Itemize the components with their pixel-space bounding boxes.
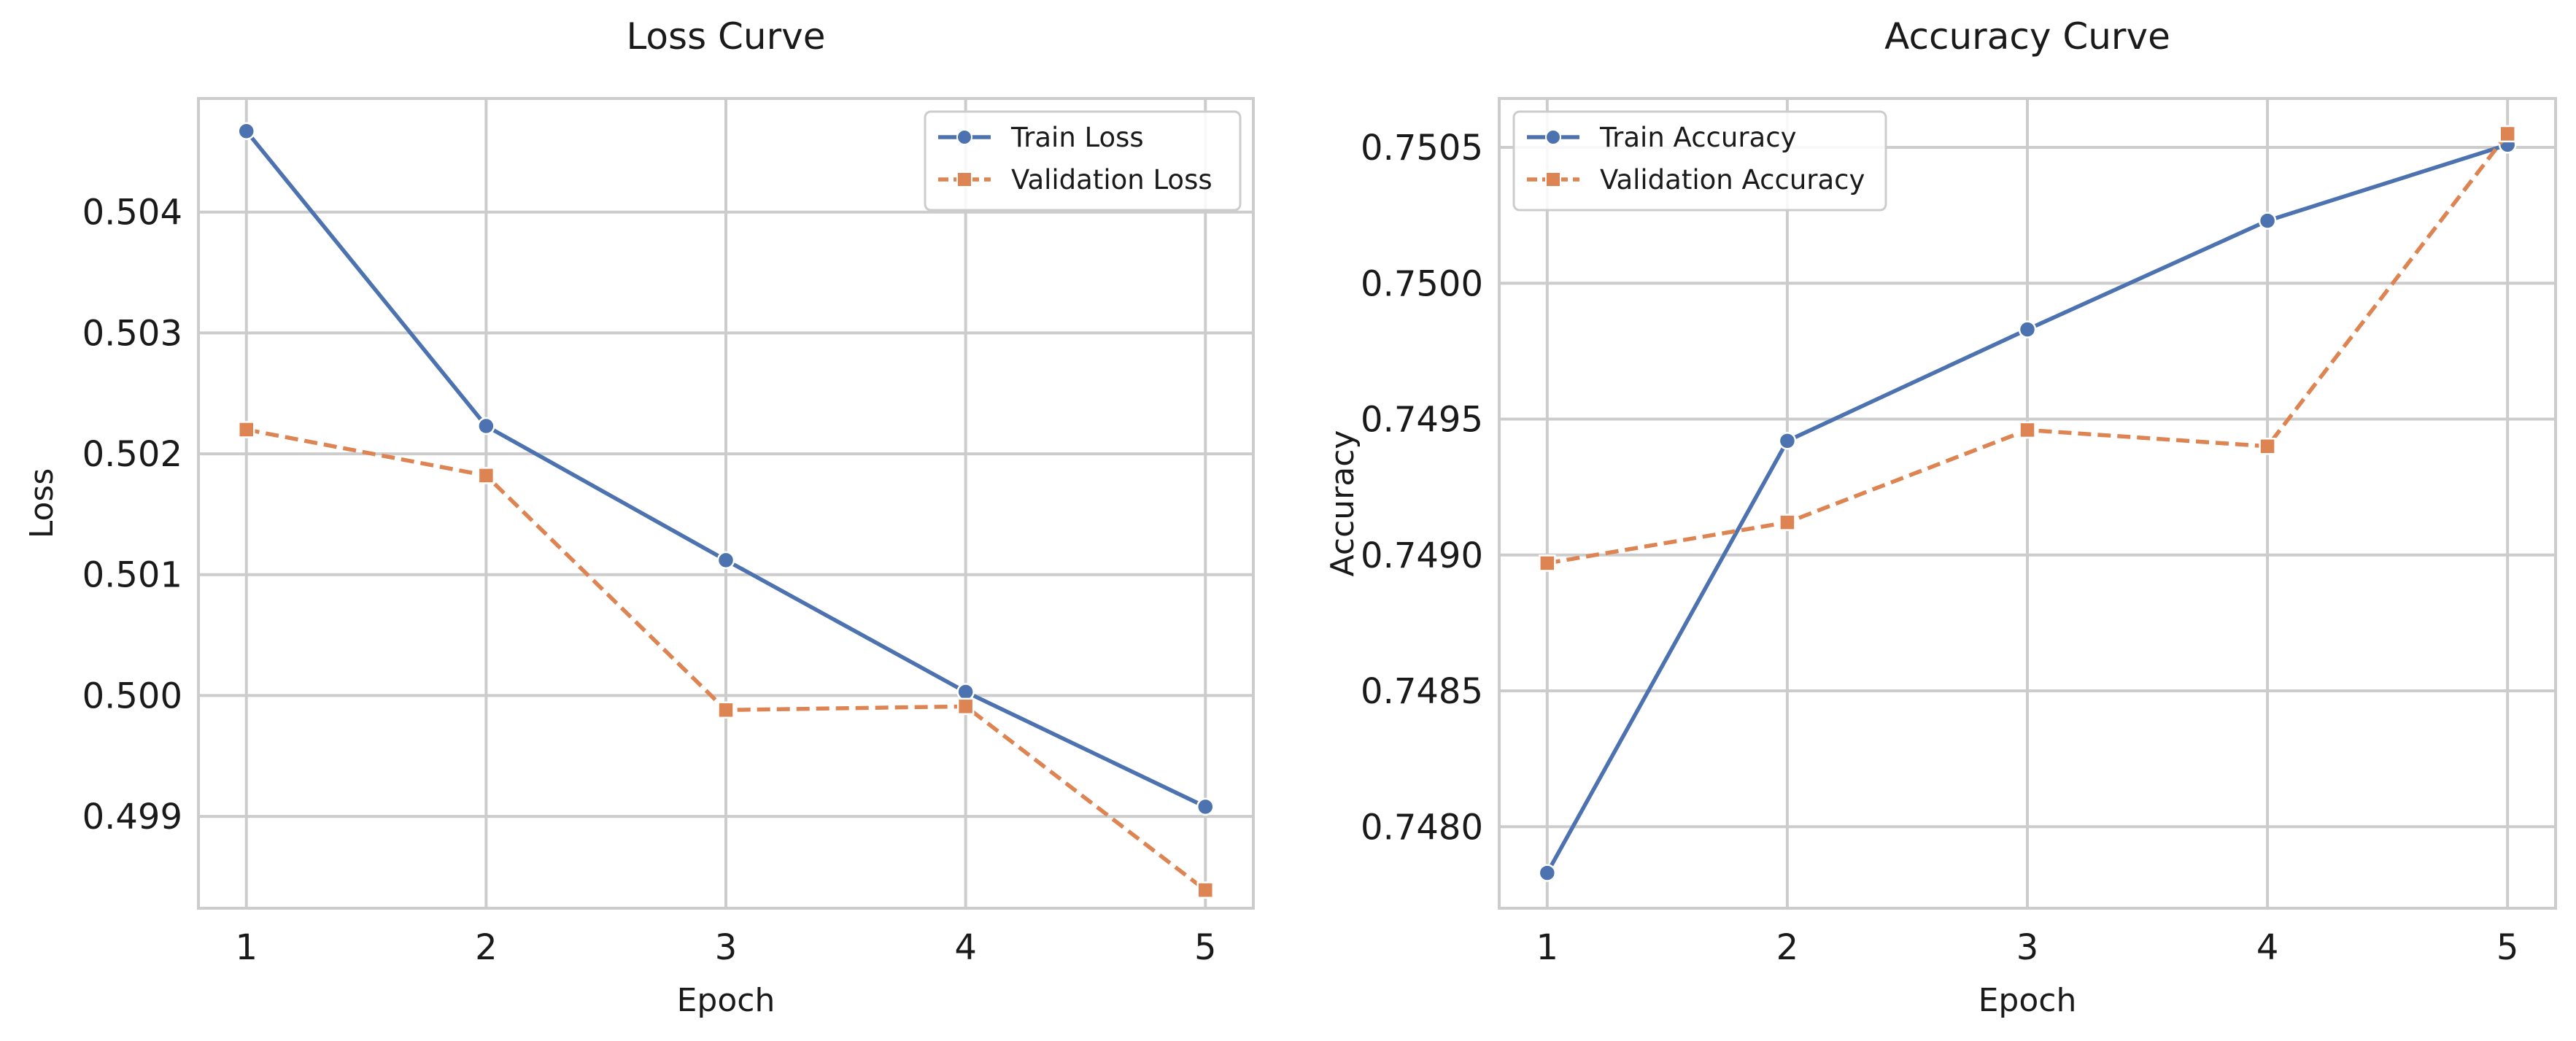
y-axis-label: Accuracy [1324, 430, 1361, 577]
data-point [1539, 554, 1556, 572]
data-point [237, 421, 255, 438]
legend-marker [1545, 171, 1561, 187]
data-point [1779, 514, 1796, 531]
y-tick-label: 0.7480 [1361, 807, 1483, 848]
y-tick-label: 0.502 [82, 434, 182, 475]
data-point [2499, 125, 2516, 143]
legend-label: Validation Loss [1011, 164, 1212, 196]
data-point [477, 467, 495, 484]
legend-marker [1545, 129, 1561, 145]
data-point [956, 697, 975, 716]
x-tick-label: 3 [715, 927, 738, 968]
accuracy-chart: 1 2 3 4 5 0.7480 0.7485 0.7490 0.7495 0.7500 0.750… [1324, 15, 2557, 1019]
legend: Train Loss Validation Loss [924, 110, 1242, 212]
plot-frame [1498, 97, 2557, 910]
legend-marker [956, 171, 972, 187]
data-point [2258, 212, 2277, 230]
y-tick-label: 0.7505 [1361, 128, 1483, 169]
y-tick-label: 0.7500 [1361, 263, 1483, 304]
x-tick-label: 2 [475, 927, 498, 968]
loss-chart: 1 2 3 4 5 0.499 0.500 0.501 0.502 0.503 0.504 Loss … [23, 15, 1255, 1019]
y-tick-label: 0.504 [82, 193, 182, 233]
legend-box [1512, 110, 1887, 212]
y-tick-label: 0.499 [82, 797, 182, 837]
data-point [1538, 864, 1557, 882]
x-tick-label: 4 [954, 927, 977, 968]
y-tick-label: 0.501 [82, 555, 182, 596]
plot-frame [197, 97, 1255, 910]
y-tick-label: 0.7485 [1361, 671, 1483, 712]
data-point [1778, 432, 1797, 450]
y-axis-label: Loss [23, 468, 61, 539]
legend-label: Train Loss [1010, 122, 1144, 153]
chart-title: Accuracy Curve [1884, 15, 2170, 58]
data-point [477, 417, 495, 436]
x-tick-label: 3 [2016, 927, 2039, 968]
x-axis-label: Epoch [677, 982, 775, 1019]
x-axis-label: Epoch [1979, 982, 2077, 1019]
x-tick-label: 2 [1776, 927, 1799, 968]
y-tick-label: 0.500 [82, 676, 182, 716]
data-point [2018, 320, 2037, 338]
x-tick-label: 4 [2256, 927, 2279, 968]
chart-title: Loss Curve [626, 15, 825, 58]
x-tick-label: 5 [2496, 927, 2519, 968]
x-tick-label: 1 [235, 927, 258, 968]
data-point [716, 551, 735, 570]
legend-label: Validation Accuracy [1600, 164, 1865, 196]
data-point [2019, 421, 2036, 439]
data-point [1196, 797, 1215, 816]
data-point [956, 683, 975, 701]
data-point [2259, 438, 2276, 455]
data-point [1196, 881, 1215, 899]
y-tick-label: 0.7495 [1361, 400, 1483, 441]
legend-label: Train Accuracy [1599, 122, 1796, 153]
data-point [717, 701, 735, 719]
legend-box [924, 110, 1242, 212]
legend: Train Accuracy Validation Accuracy [1512, 110, 1887, 212]
y-tick-label: 0.7490 [1361, 535, 1483, 576]
x-tick-label: 5 [1194, 927, 1217, 968]
data-point [237, 122, 255, 140]
x-tick-label: 1 [1536, 927, 1559, 968]
legend-marker [956, 129, 972, 145]
y-tick-label: 0.503 [82, 313, 182, 354]
